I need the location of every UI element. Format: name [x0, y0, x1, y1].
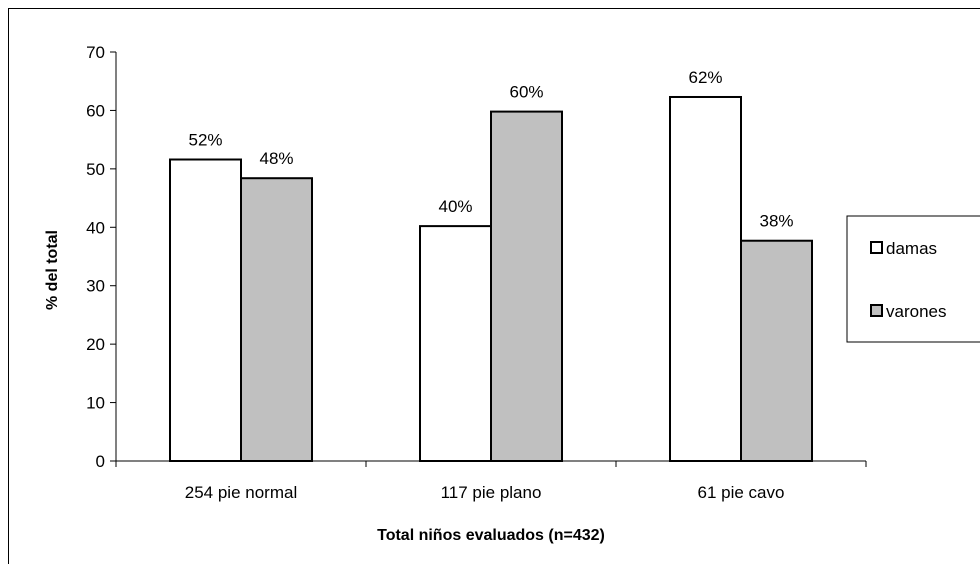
y-tick-label: 50	[86, 160, 105, 179]
x-tick-label: 254 pie normal	[185, 483, 297, 502]
x-tick-label: 117 pie plano	[441, 483, 542, 502]
data-label-damas: 52%	[188, 131, 222, 150]
legend-box	[846, 215, 980, 343]
legend-swatch-varones	[870, 304, 883, 317]
legend-swatch-damas	[870, 241, 883, 254]
y-tick-label: 20	[86, 335, 105, 354]
y-tick-label: 30	[86, 277, 105, 296]
y-tick-label: 60	[86, 101, 105, 120]
x-axis-title: Total niños evaluados (n=432)	[377, 527, 605, 544]
y-tick-label: 70	[86, 43, 105, 62]
data-label-varones: 38%	[759, 212, 793, 231]
bar-damas	[419, 225, 492, 462]
y-axis-title: % del total	[44, 230, 61, 310]
data-label-damas: 40%	[438, 197, 472, 216]
data-label-damas: 62%	[688, 68, 722, 87]
data-label-varones: 48%	[259, 149, 293, 168]
legend-label-varones: varones	[886, 302, 946, 321]
bar-damas	[169, 158, 242, 462]
bar-varones	[240, 177, 313, 462]
y-tick-label: 10	[86, 394, 105, 413]
legend: damas varones	[846, 215, 980, 343]
y-tick-label: 0	[96, 452, 105, 471]
bar-varones	[490, 110, 563, 463]
data-label-varones: 60%	[509, 83, 543, 102]
bar-damas	[669, 95, 742, 463]
bar-varones	[740, 239, 813, 462]
y-tick-label: 40	[86, 218, 105, 237]
legend-label-damas: damas	[886, 239, 937, 258]
x-tick-label: 61 pie cavo	[698, 483, 785, 502]
chart-border	[8, 8, 980, 564]
